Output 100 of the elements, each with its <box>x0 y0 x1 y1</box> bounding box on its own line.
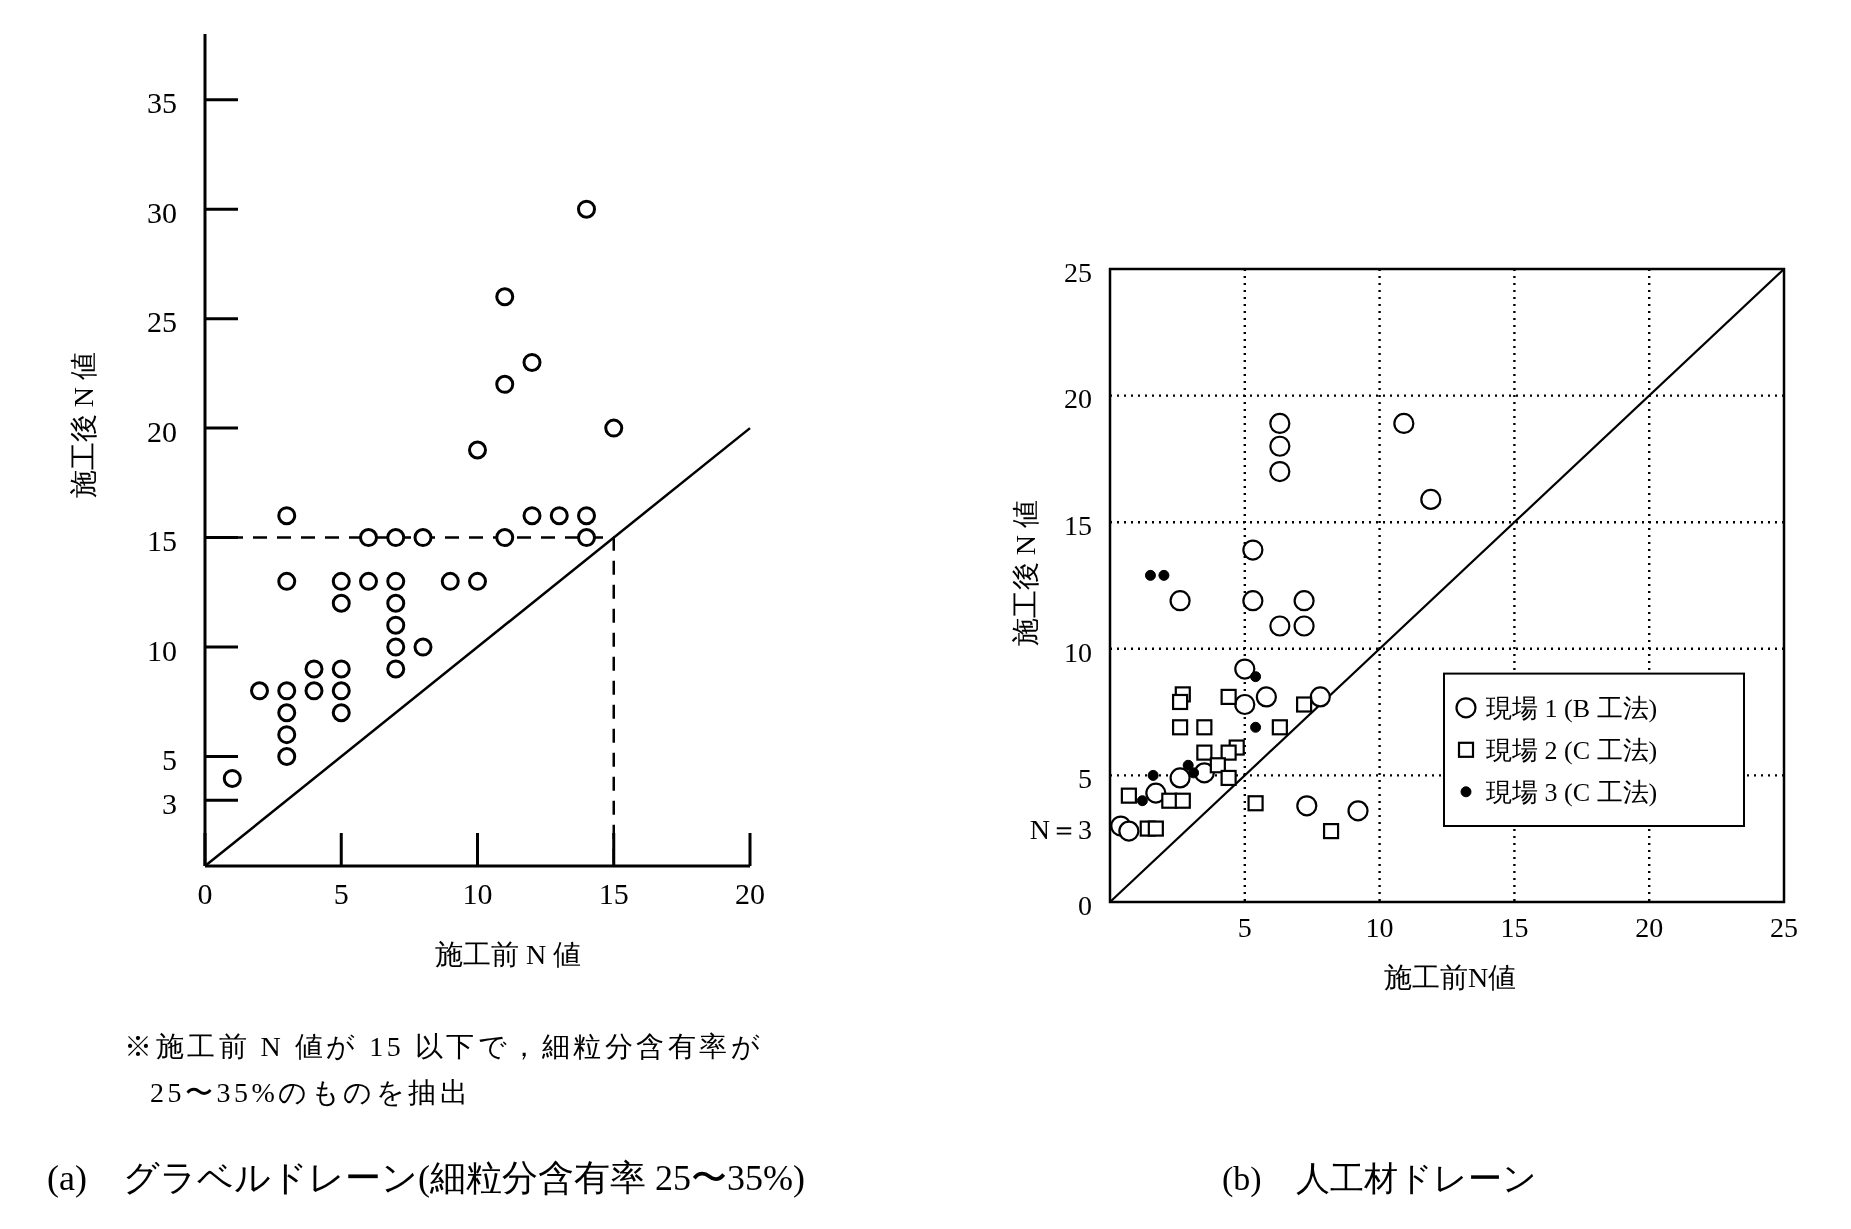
point <box>1220 769 1237 787</box>
x-tick-label: 5 <box>333 877 349 910</box>
legend-label: 現場 1 (B 工法) <box>1486 694 1658 724</box>
point <box>1118 820 1140 842</box>
point <box>1209 757 1226 774</box>
point <box>277 703 297 723</box>
x-tick-label: 15 <box>1500 912 1529 943</box>
point <box>386 637 406 657</box>
point <box>1172 719 1189 736</box>
point <box>1169 767 1191 789</box>
point <box>1255 686 1277 708</box>
point <box>331 659 351 679</box>
point <box>1250 671 1262 683</box>
point <box>386 571 406 591</box>
x-tick-label: 5 <box>1237 912 1252 943</box>
point <box>331 571 351 591</box>
point <box>1269 412 1291 435</box>
y-axis-title: 施工後 N 値 <box>1010 499 1042 647</box>
x-tick-label: 0 <box>197 877 213 910</box>
point <box>468 571 487 591</box>
point <box>577 528 596 548</box>
point <box>1144 569 1156 581</box>
y-tick-label: 20 <box>1064 383 1092 415</box>
point <box>1293 615 1315 637</box>
point <box>1234 693 1256 716</box>
y-tick-label: 35 <box>147 86 177 120</box>
point <box>522 352 542 372</box>
point <box>577 506 596 526</box>
point <box>277 725 297 745</box>
point <box>1269 615 1291 637</box>
y-tick-label: 3 <box>162 786 177 820</box>
point <box>1196 719 1213 736</box>
point <box>1174 792 1191 809</box>
point <box>1293 590 1315 612</box>
point <box>331 703 351 723</box>
point <box>495 528 515 548</box>
point <box>304 659 324 679</box>
y-tick-label: 10 <box>1064 636 1092 668</box>
point <box>440 571 460 591</box>
point <box>1309 686 1331 708</box>
point <box>386 659 406 679</box>
point <box>331 593 351 613</box>
point <box>1322 823 1340 840</box>
point <box>222 768 242 788</box>
point <box>1242 590 1264 612</box>
point <box>359 571 378 591</box>
point <box>549 506 569 526</box>
point <box>1182 759 1194 771</box>
text: 25〜35%のものを抽出 <box>150 1077 472 1108</box>
y-tick-label: 25 <box>147 305 177 339</box>
x-tick-label: 25 <box>1770 912 1798 943</box>
y-axis-title: 施工後 N 値 <box>68 351 100 499</box>
y-tick-label: 20 <box>147 414 177 448</box>
point <box>1271 719 1288 736</box>
y-tick-label: 5 <box>162 743 177 777</box>
x-tick-label: 15 <box>598 877 629 910</box>
point <box>386 615 406 635</box>
x-axis-title: 施工前N値 <box>1383 962 1517 994</box>
y-tick-label: 10 <box>147 633 177 667</box>
point <box>1347 800 1369 822</box>
point <box>304 681 324 701</box>
point <box>277 747 297 767</box>
y-tick-label: 15 <box>1064 510 1092 541</box>
y-tick-label: 5 <box>1078 763 1092 795</box>
point <box>1250 721 1262 733</box>
legend-label: 現場 2 (C 工法) <box>1486 736 1658 766</box>
point <box>413 528 433 548</box>
point <box>1120 787 1137 804</box>
y-tick-label: 15 <box>147 524 177 558</box>
point <box>1220 744 1237 761</box>
point <box>1220 688 1237 706</box>
point <box>1147 769 1159 781</box>
point <box>495 374 515 394</box>
point <box>1420 488 1442 511</box>
y-tick-label: N＝3 <box>1029 813 1092 845</box>
point <box>522 506 542 526</box>
point <box>577 199 596 219</box>
text: ※施工前 N 値が 15 以下で，細粒分含有率が <box>124 1031 764 1062</box>
y-tick-label: 25 <box>1064 256 1092 288</box>
legend-label: 現場 3 (C 工法) <box>1486 778 1658 808</box>
x-axis-title: 施工前 N 値 <box>434 939 582 971</box>
text: (b) 人工材ドレーン <box>1222 1160 1537 1198</box>
point <box>1169 590 1191 612</box>
point <box>604 418 624 438</box>
point <box>1296 696 1313 713</box>
point <box>1172 693 1189 711</box>
point <box>250 681 269 701</box>
point <box>495 287 515 307</box>
point <box>1269 435 1291 457</box>
point <box>331 681 351 701</box>
x-tick-label: 10 <box>462 877 493 910</box>
point <box>1196 744 1213 761</box>
point <box>468 440 487 460</box>
text: (a) グラベルドレーン(細粒分含有率 25〜35%) <box>47 1158 805 1198</box>
point <box>277 506 297 526</box>
point <box>1296 795 1318 817</box>
point <box>277 571 297 591</box>
x-tick-label: 20 <box>1635 912 1664 943</box>
point <box>277 681 297 701</box>
x-tick-label: 10 <box>1365 912 1394 943</box>
